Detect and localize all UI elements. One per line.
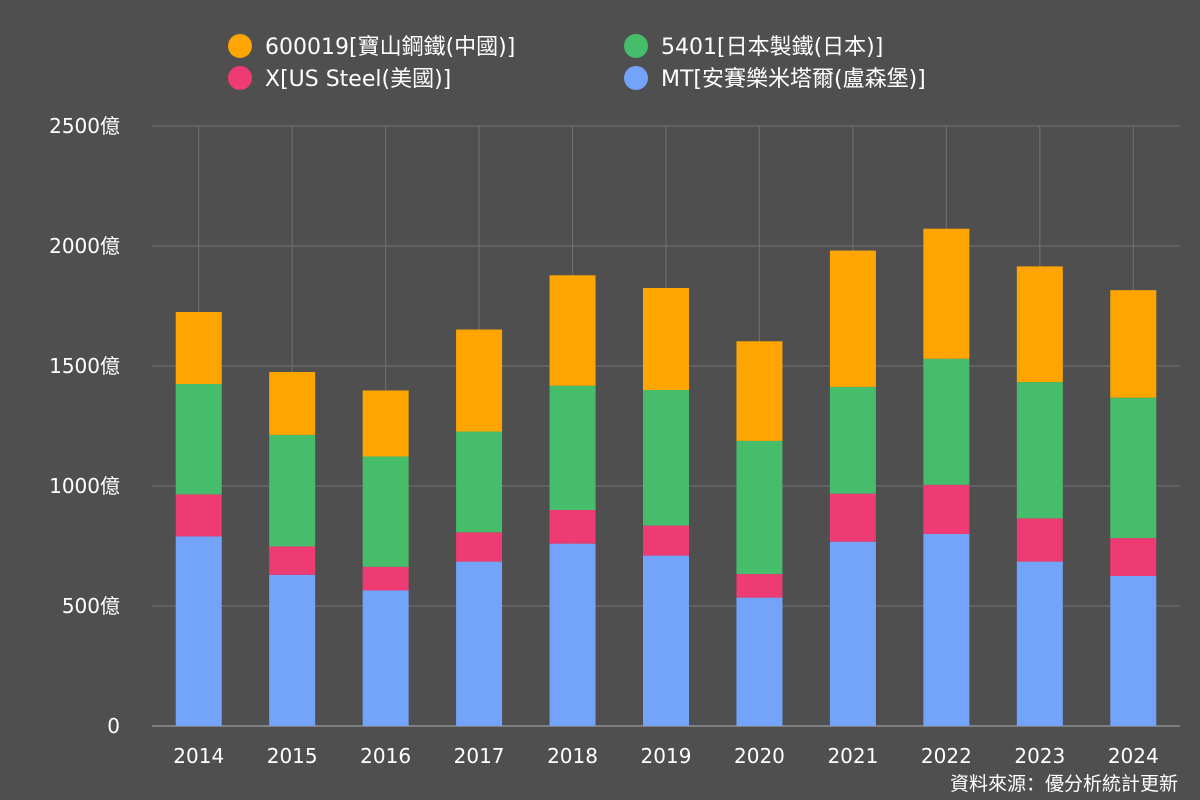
bar-segment <box>175 536 222 726</box>
bar-segment <box>456 561 503 726</box>
x-tick-label: 2022 <box>921 744 972 768</box>
y-axis: 0 500億 1000億 1500億 2000億 2500億 <box>49 114 120 738</box>
x-tick-label: 2020 <box>734 744 785 768</box>
bar-segment <box>923 534 970 726</box>
bar-segment <box>362 390 409 457</box>
bar-segment <box>736 341 783 441</box>
bar-segment <box>643 390 689 526</box>
bar-segment <box>175 384 222 495</box>
bar-segment <box>269 574 316 726</box>
legend-label: 5401[日本製鐵(日本)] <box>661 35 883 60</box>
x-axis: 2014 2015 2016 2017 2018 2019 2020 2021 2022 2023… <box>173 744 1158 768</box>
y-tick-label: 2500億 <box>49 114 120 138</box>
bar-segment <box>1016 518 1063 562</box>
bar-segment <box>549 385 596 510</box>
bar-segment <box>829 250 876 387</box>
legend-label: MT[安賽樂米塔爾(盧森堡)] <box>661 67 926 92</box>
bar-segment <box>829 493 876 542</box>
bar-segment <box>736 597 783 726</box>
x-tick-label: 2019 <box>641 744 692 768</box>
bar-segment <box>549 543 596 726</box>
legend-marker <box>228 34 252 58</box>
x-tick-label: 2014 <box>173 744 224 768</box>
bar-segment <box>456 431 503 533</box>
bar-segment <box>269 546 316 575</box>
bar-segment <box>1110 290 1157 398</box>
legend-marker <box>624 66 648 90</box>
bar-segment <box>643 288 689 390</box>
x-tick-label: 2016 <box>360 744 411 768</box>
bar-segment <box>549 510 596 544</box>
bar-segment <box>175 494 222 537</box>
bar-segment <box>362 566 409 591</box>
bar-segment <box>1110 576 1157 726</box>
legend-label: X[US Steel(美國)] <box>265 67 451 92</box>
legend-label: 600019[寶山鋼鐵(中國)] <box>265 35 515 60</box>
bar-segment <box>362 590 409 726</box>
x-tick-label: 2017 <box>454 744 505 768</box>
bar-segment <box>643 555 689 726</box>
bar-segment <box>829 386 876 494</box>
legend: 600019[寶山鋼鐵(中國)] 5401[日本製鐵(日本)] X[US Steel… <box>228 34 926 92</box>
x-tick-label: 2015 <box>267 744 318 768</box>
legend-marker <box>624 34 648 58</box>
y-tick-label: 500億 <box>62 594 120 618</box>
bar-segment <box>1016 561 1063 726</box>
bar-segment <box>736 574 783 598</box>
bar-segment <box>643 525 689 556</box>
bar-segment <box>269 372 316 435</box>
bar-segment <box>456 329 503 432</box>
x-tick-label: 2018 <box>547 744 598 768</box>
x-tick-label: 2023 <box>1014 744 1065 768</box>
bar-segment <box>1016 266 1063 383</box>
bar-segment <box>269 434 316 547</box>
bar-segment <box>456 532 503 562</box>
y-tick-label: 0 <box>107 714 120 738</box>
bar-segment <box>1110 538 1157 576</box>
bar-segment <box>1016 382 1063 519</box>
x-tick-label: 2021 <box>827 744 878 768</box>
source-note: 資料來源：優分析統計更新 <box>949 773 1178 795</box>
bar-segment <box>1110 397 1157 539</box>
y-tick-label: 2000億 <box>49 234 120 258</box>
bar-segment <box>362 456 409 567</box>
bar-segment <box>829 541 876 726</box>
bar-segment <box>549 275 596 386</box>
bar-segment <box>923 228 970 359</box>
bar-segment <box>736 440 783 575</box>
bar-segment <box>923 358 970 485</box>
y-tick-label: 1000億 <box>49 474 120 498</box>
bar-segment <box>175 312 222 384</box>
x-tick-label: 2024 <box>1108 744 1159 768</box>
bars <box>175 228 1157 726</box>
legend-marker <box>228 66 252 90</box>
bar-segment <box>923 484 970 534</box>
y-tick-label: 1500億 <box>49 354 120 378</box>
